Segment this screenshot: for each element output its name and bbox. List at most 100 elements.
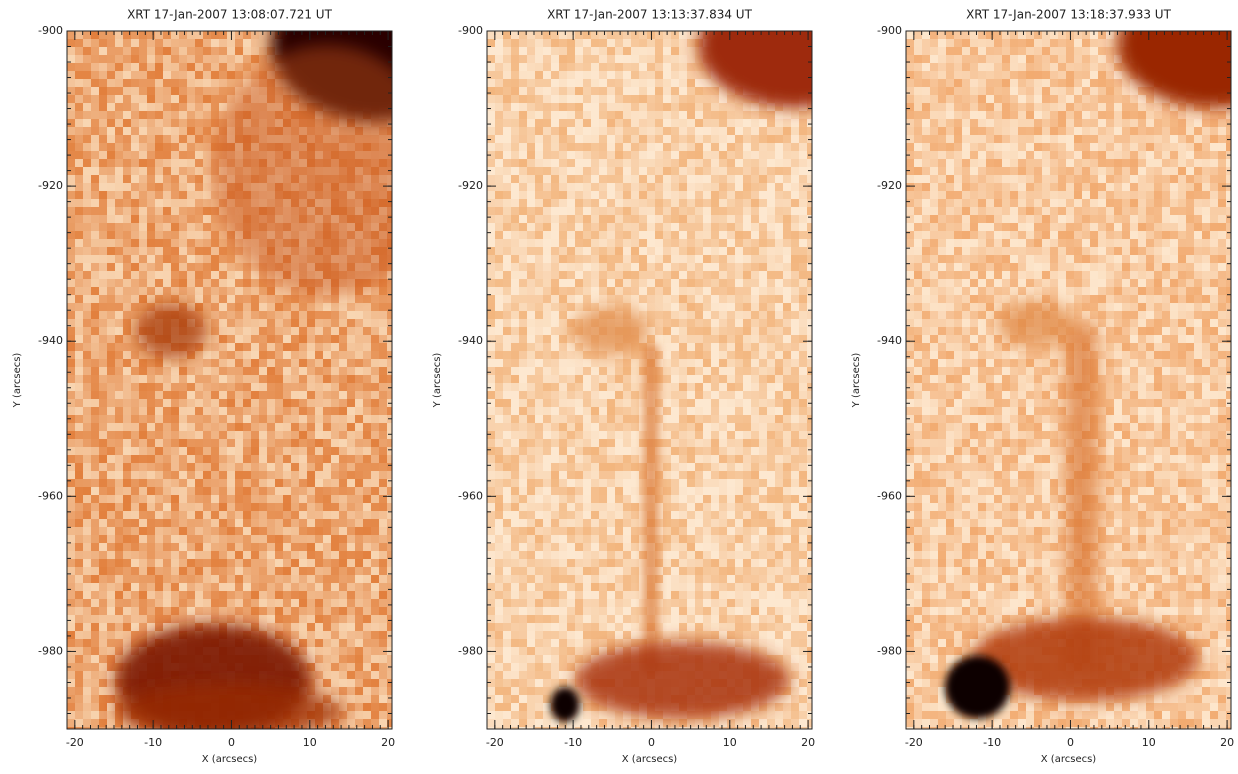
pixel (195, 199, 204, 208)
pixel (307, 631, 316, 640)
pixel (623, 135, 632, 144)
pixel (235, 543, 244, 552)
pixel (799, 159, 808, 168)
pixel (67, 343, 76, 352)
pixel (211, 31, 220, 40)
pixel (131, 399, 140, 408)
pixel (487, 119, 496, 128)
pixel (147, 231, 156, 240)
pixel (75, 39, 84, 48)
pixel (695, 127, 704, 136)
pixel (131, 623, 140, 632)
pixel (575, 87, 584, 96)
pixel (195, 447, 204, 456)
pixel (575, 103, 584, 112)
pixel (227, 567, 236, 576)
pixel (75, 151, 84, 160)
pixel (115, 135, 124, 144)
pixel (83, 231, 92, 240)
pixel (251, 455, 260, 464)
pixel (155, 543, 164, 552)
pixel (387, 711, 396, 720)
pixel (179, 39, 188, 48)
pixel (83, 647, 92, 656)
pixel (567, 95, 576, 104)
pixel (503, 191, 512, 200)
pixel (599, 207, 608, 216)
pixel (171, 199, 180, 208)
pixel (235, 471, 244, 480)
pixel (107, 79, 116, 88)
pixel (147, 503, 156, 512)
pixel (131, 79, 140, 88)
pixel (535, 151, 544, 160)
pixel (799, 199, 808, 208)
pixel (663, 111, 672, 120)
pixel (163, 127, 172, 136)
pixel (331, 439, 340, 448)
pixel (179, 615, 188, 624)
pixel (259, 279, 268, 288)
pixel (251, 295, 260, 304)
pixel (711, 159, 720, 168)
pixel (283, 623, 292, 632)
pixel (83, 103, 92, 112)
pixel (107, 663, 116, 672)
pixel (487, 79, 496, 88)
pixel (735, 135, 744, 144)
pixel (227, 367, 236, 376)
pixel (211, 111, 220, 120)
pixel (655, 167, 664, 176)
pixel (75, 647, 84, 656)
pixel (299, 295, 308, 304)
pixel (163, 407, 172, 416)
pixel (203, 247, 212, 256)
pixel (567, 255, 576, 264)
pixel (719, 111, 728, 120)
pixel (75, 271, 84, 280)
pixel (211, 375, 220, 384)
pixel (647, 71, 656, 80)
pixel (187, 519, 196, 528)
pixel (147, 79, 156, 88)
pixel (123, 279, 132, 288)
pixel (251, 495, 260, 504)
pixel (347, 623, 356, 632)
pixel (91, 287, 100, 296)
pixel (387, 319, 396, 328)
pixel (759, 215, 768, 224)
pixel (251, 479, 260, 488)
pixel (115, 375, 124, 384)
pixel (219, 527, 228, 536)
pixel (331, 343, 340, 352)
pixel (379, 351, 388, 360)
pixel (179, 63, 188, 72)
pixel (187, 455, 196, 464)
pixel (99, 567, 108, 576)
pixel (139, 159, 148, 168)
pixel (591, 63, 600, 72)
pixel (487, 87, 496, 96)
pixel (163, 79, 172, 88)
pixel (163, 399, 172, 408)
pixel (307, 583, 316, 592)
pixel (107, 511, 116, 520)
pixel (99, 647, 108, 656)
pixel (211, 495, 220, 504)
pixel (299, 479, 308, 488)
pixel (99, 223, 108, 232)
pixel (679, 239, 688, 248)
pixel (83, 543, 92, 552)
pixel (315, 471, 324, 480)
pixel (339, 631, 348, 640)
pixel (251, 383, 260, 392)
pixel (107, 711, 116, 720)
pixel (339, 359, 348, 368)
pixel (767, 135, 776, 144)
pixel (155, 431, 164, 440)
pixel (331, 607, 340, 616)
pixel (67, 503, 76, 512)
pixel (83, 415, 92, 424)
pixel (131, 103, 140, 112)
pixel (99, 375, 108, 384)
